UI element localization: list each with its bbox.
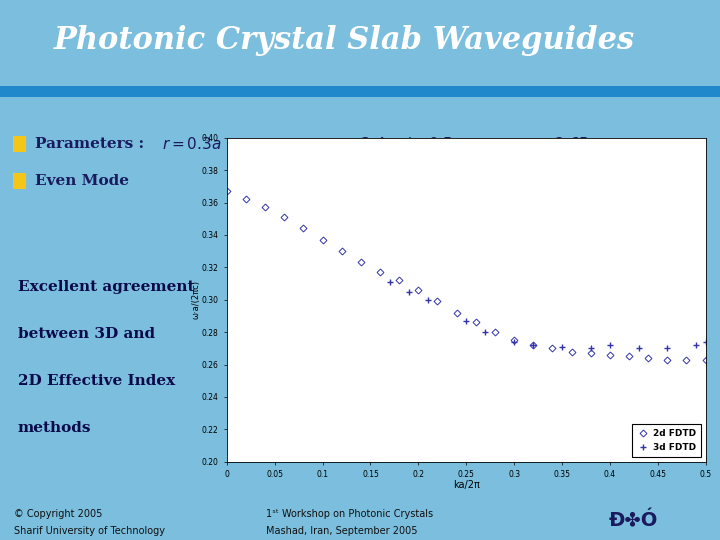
2d FDTD <box>701 356 710 363</box>
3d FDTD <box>481 329 490 335</box>
3d FDTD <box>510 339 518 345</box>
Text: Even Mode: Even Mode <box>35 174 129 188</box>
3d FDTD <box>586 345 595 352</box>
Text: Sharif University of Technology: Sharif University of Technology <box>14 525 166 536</box>
Text: Photonic Crystal Slab Waveguides: Photonic Crystal Slab Waveguides <box>54 25 635 56</box>
3d FDTD <box>634 345 643 352</box>
2d FDTD <box>414 287 423 293</box>
Text: Excellent agreement: Excellent agreement <box>18 280 194 294</box>
2d FDTD <box>433 298 442 305</box>
2d FDTD <box>318 237 327 243</box>
Text: Mashad, Iran, September 2005: Mashad, Iran, September 2005 <box>266 525 418 536</box>
Text: 1ˢᵗ Workshop on Photonic Crystals: 1ˢᵗ Workshop on Photonic Crystals <box>266 509 433 518</box>
Line: 3d FDTD: 3d FDTD <box>386 279 709 352</box>
3d FDTD <box>663 345 672 352</box>
Line: 2d FDTD: 2d FDTD <box>225 188 708 362</box>
Text: Ð✤Ó: Ð✤Ó <box>609 511 658 531</box>
3d FDTD <box>462 318 471 324</box>
2d FDTD <box>395 277 403 284</box>
Text: methods: methods <box>18 421 91 435</box>
3d FDTD <box>423 296 432 303</box>
2d FDTD <box>222 188 231 194</box>
2d FDTD <box>663 356 672 363</box>
2d FDTD <box>606 352 614 358</box>
Text: $= 3.4$: $= 3.4$ <box>342 136 386 152</box>
2d FDTD <box>376 269 384 275</box>
Legend: 2d FDTD, 3d FDTD: 2d FDTD, 3d FDTD <box>631 424 701 457</box>
2d FDTD <box>567 348 576 355</box>
3d FDTD <box>529 342 538 348</box>
Text: $r = 0.3a$: $r = 0.3a$ <box>162 136 222 152</box>
Y-axis label: ω·a/(2πc): ω·a/(2πc) <box>191 280 200 319</box>
Text: 2D Effective Index: 2D Effective Index <box>18 374 175 388</box>
3d FDTD <box>558 343 567 350</box>
2d FDTD <box>472 319 480 326</box>
3d FDTD <box>405 288 413 295</box>
3d FDTD <box>606 342 614 348</box>
X-axis label: ka/2π: ka/2π <box>453 481 480 490</box>
2d FDTD <box>299 225 307 232</box>
2d FDTD <box>356 259 365 266</box>
Bar <box>13 136 26 152</box>
Bar <box>13 173 26 189</box>
2d FDTD <box>548 345 557 352</box>
Bar <box>0 85 720 97</box>
Text: $n_{InGaAsP}$: $n_{InGaAsP}$ <box>241 137 297 153</box>
Text: between 3D and: between 3D and <box>18 327 155 341</box>
3d FDTD <box>692 342 701 348</box>
2d FDTD <box>490 329 499 335</box>
2d FDTD <box>625 353 634 360</box>
Text: $= 2.65$: $= 2.65$ <box>536 136 590 152</box>
2d FDTD <box>682 356 690 363</box>
2d FDTD <box>242 196 251 202</box>
2d FDTD <box>644 355 652 361</box>
2d FDTD <box>261 204 269 211</box>
2d FDTD <box>586 350 595 356</box>
2d FDTD <box>338 248 346 254</box>
2d FDTD <box>529 342 538 348</box>
Text: © Copyright 2005: © Copyright 2005 <box>14 509 103 518</box>
2d FDTD <box>280 214 289 220</box>
Text: $n_{eff}$: $n_{eff}$ <box>490 137 517 153</box>
3d FDTD <box>385 279 394 285</box>
Text: $d = 0.5a$: $d = 0.5a$ <box>400 136 462 152</box>
Text: Parameters :: Parameters : <box>35 137 149 151</box>
2d FDTD <box>510 337 518 343</box>
2d FDTD <box>452 309 461 316</box>
3d FDTD <box>701 339 710 345</box>
